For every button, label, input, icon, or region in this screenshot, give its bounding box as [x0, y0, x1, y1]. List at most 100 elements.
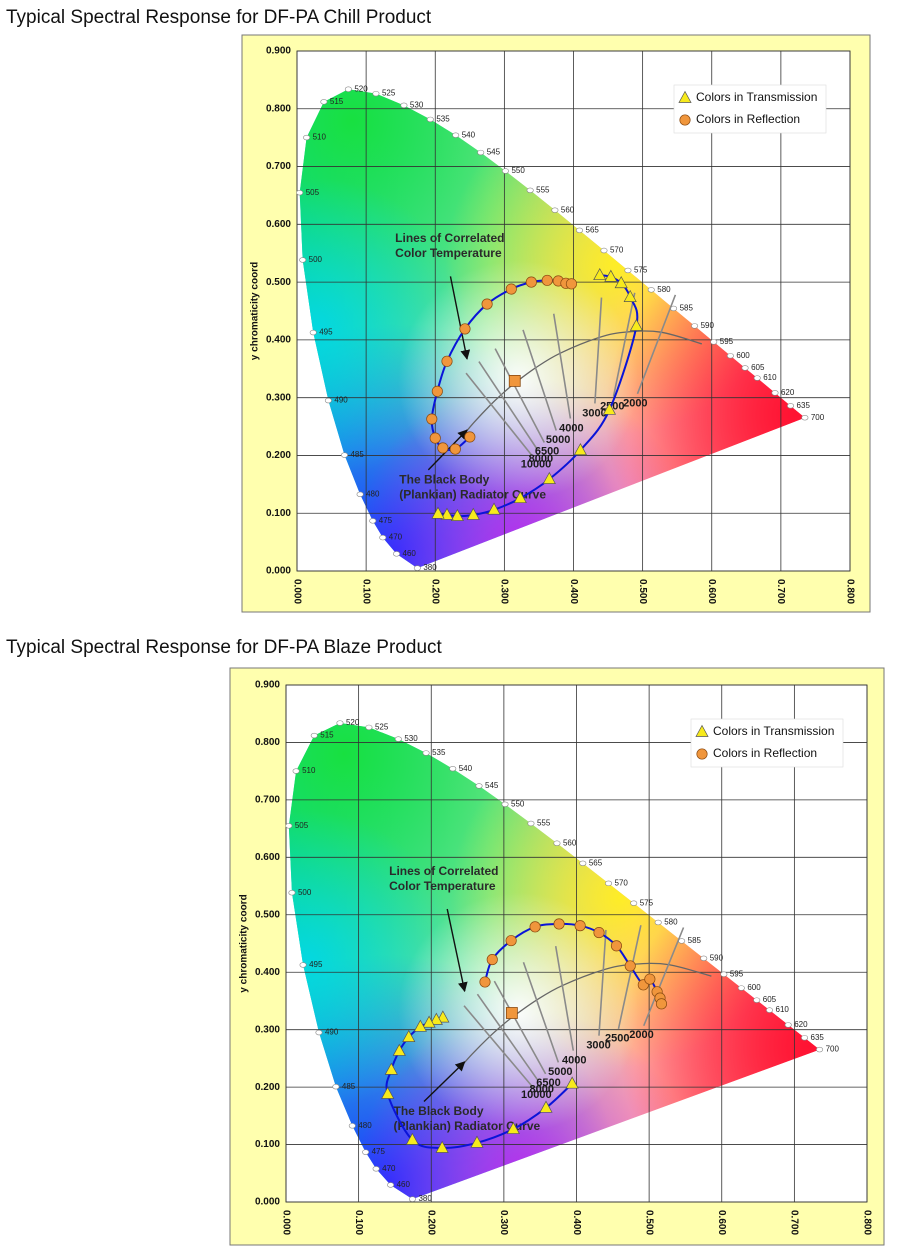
cct-label: 8000 — [530, 1084, 554, 1096]
data-point — [392, 1043, 406, 1056]
data-point — [529, 921, 541, 933]
wavelength-label: 560 — [561, 205, 575, 214]
annotation-arrow — [446, 908, 468, 993]
locus-point — [348, 1123, 356, 1129]
wavelength-label: 460 — [397, 1180, 411, 1189]
x-tick-label: 0.800 — [844, 579, 855, 604]
wavelength-label: 500 — [298, 888, 312, 897]
wavelength-label: 565 — [589, 858, 603, 867]
data-point — [505, 935, 517, 947]
locus-point — [365, 724, 373, 731]
white-point — [505, 1007, 518, 1019]
wavelength-label: 600 — [736, 351, 750, 360]
locus-point — [303, 134, 311, 141]
y-tick-label: 0.200 — [266, 450, 291, 461]
locus-point — [408, 1196, 416, 1202]
wavelength-label: 530 — [404, 734, 418, 743]
data-point — [435, 1140, 449, 1153]
locus-point — [324, 397, 332, 404]
wavelength-label: 500 — [309, 255, 323, 264]
locus-point — [816, 1046, 824, 1053]
isotherm-line — [476, 993, 539, 1082]
wavelength-label: 555 — [537, 819, 551, 828]
wavelength-label: 550 — [511, 166, 525, 175]
wavelength-label: 490 — [325, 1028, 339, 1037]
isotherm-line — [522, 329, 557, 431]
locus-point — [726, 353, 734, 359]
data-point — [449, 443, 461, 455]
y-tick-label: 0.400 — [266, 335, 291, 346]
wavelength-label: 515 — [330, 97, 344, 106]
data-point — [431, 385, 443, 397]
locus-point — [801, 1035, 809, 1041]
wavelength-label: 560 — [563, 838, 577, 847]
data-point — [644, 973, 656, 985]
locus-point — [600, 247, 608, 254]
data-point — [429, 1012, 443, 1025]
x-tick-label: 0.100 — [353, 1210, 364, 1235]
locus-point — [387, 1182, 395, 1188]
data-point — [604, 269, 618, 282]
isotherm-line — [494, 348, 546, 443]
isotherm-line — [594, 297, 603, 404]
wavelength-label: 620 — [781, 388, 795, 397]
y-tick-label: 0.300 — [266, 392, 291, 403]
wavelength-label: 480 — [366, 489, 380, 498]
locus-point — [393, 551, 401, 557]
data-point — [426, 413, 438, 425]
data-point — [402, 1029, 416, 1042]
x-tick-label: 0.500 — [637, 579, 648, 604]
x-tick-label: 0.200 — [430, 579, 441, 604]
x-tick-label: 0.100 — [360, 579, 371, 604]
locus-point — [801, 415, 809, 421]
locus-point — [362, 1149, 370, 1155]
locus-point — [753, 997, 761, 1003]
y-tick-label: 0.000 — [266, 566, 291, 577]
y-tick-label: 0.000 — [255, 1197, 280, 1208]
wavelength-label: 700 — [811, 413, 825, 422]
data-point — [624, 960, 636, 972]
y-tick-label: 0.600 — [255, 852, 280, 863]
data-point — [466, 507, 480, 520]
annotation: Lines of Correlated — [395, 231, 504, 245]
locus-point — [527, 820, 535, 827]
locus-point — [315, 1029, 323, 1036]
wavelength-label: 525 — [382, 89, 396, 98]
x-tick-label: 0.400 — [571, 1210, 582, 1235]
x-tick-label: 0.700 — [789, 1210, 800, 1235]
locus-point — [320, 99, 328, 105]
data-point — [431, 506, 445, 519]
isotherm-line — [522, 961, 560, 1063]
wavelength-label: 485 — [350, 450, 364, 459]
data-point — [470, 1135, 484, 1148]
wavelength-label: 460 — [403, 549, 417, 558]
y-axis-label: y chromaticity coord — [250, 262, 261, 360]
locus-point — [691, 323, 699, 329]
annotation: The Black Body — [393, 1104, 483, 1118]
legend-marker — [696, 748, 708, 760]
annotation: Color Temperature — [395, 246, 502, 260]
data-point — [614, 276, 628, 289]
chart: Typical Spectral Response for DF-PA Blaz… — [6, 637, 885, 1246]
data-point — [384, 1062, 398, 1075]
locus-point — [605, 880, 613, 887]
data-point — [539, 1100, 553, 1113]
x-tick-label: 0.800 — [861, 1210, 872, 1235]
locus-point — [332, 1084, 340, 1090]
wavelength-label: 535 — [432, 748, 446, 757]
locus-point — [477, 149, 485, 156]
annotation: (Plankian) Radiator Curve — [393, 1119, 540, 1133]
wavelength-label: 580 — [657, 285, 671, 294]
chart: Typical Spectral Response for DF-PA Chil… — [6, 7, 871, 613]
data-point — [553, 918, 565, 930]
locus-point — [356, 491, 364, 498]
legend-label: Colors in Reflection — [713, 746, 817, 760]
y-tick-label: 0.500 — [266, 277, 291, 288]
locus-point — [501, 801, 509, 808]
wavelength-label: 550 — [511, 799, 525, 808]
wavelength-label: 505 — [306, 188, 320, 197]
data-point — [405, 1132, 419, 1145]
wavelength-label: 700 — [826, 1045, 840, 1054]
wavelength-label: 590 — [701, 321, 715, 330]
